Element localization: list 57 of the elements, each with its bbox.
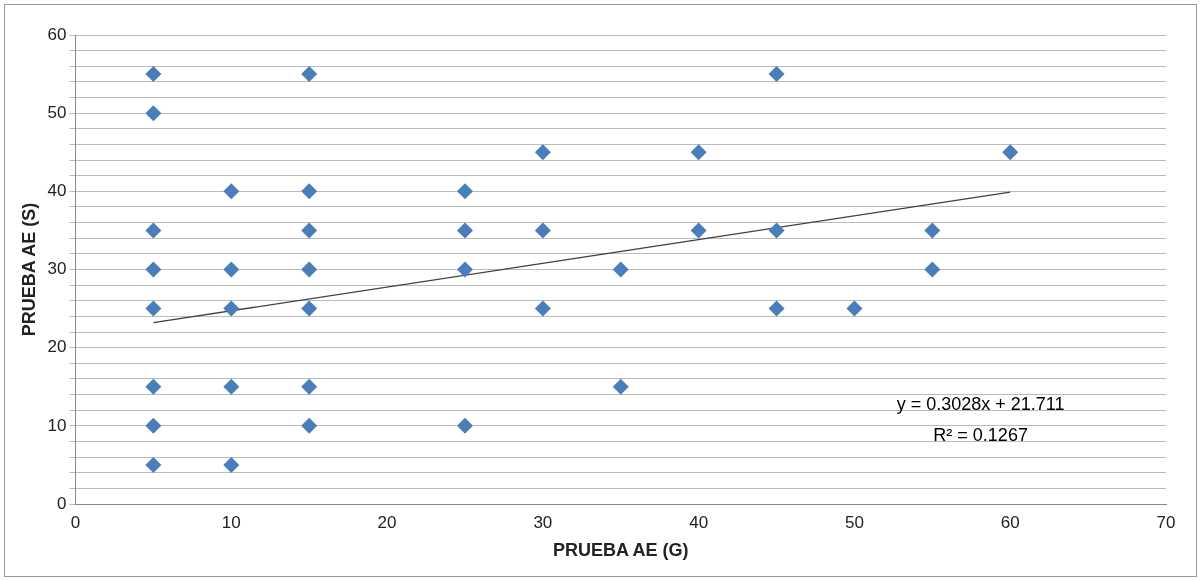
point [612, 378, 629, 395]
y-axis-title: PRUEBA AE (S) [18, 202, 39, 337]
point [301, 300, 318, 317]
point [456, 183, 473, 200]
point [456, 222, 473, 239]
x-tick-label: 50 [844, 512, 864, 532]
point [768, 66, 785, 83]
point [534, 144, 551, 161]
point [145, 378, 162, 395]
x-tick-label: 40 [689, 512, 709, 532]
point [690, 144, 707, 161]
point [145, 261, 162, 278]
point [145, 300, 162, 317]
point [301, 183, 318, 200]
point [768, 222, 785, 239]
point [456, 417, 473, 434]
point [145, 66, 162, 83]
point [301, 66, 318, 83]
y-tick-label: 10 [47, 415, 67, 435]
point [301, 222, 318, 239]
x-tick-label: 30 [533, 512, 553, 532]
point [223, 456, 240, 473]
y-tick-label: 50 [47, 102, 67, 122]
point [301, 378, 318, 395]
point [768, 300, 785, 317]
point [301, 417, 318, 434]
point [846, 300, 863, 317]
y-tick-label: 0 [57, 493, 67, 513]
point [145, 456, 162, 473]
point [924, 222, 941, 239]
point [223, 183, 240, 200]
point [223, 378, 240, 395]
point [223, 300, 240, 317]
y-tick-label: 60 [47, 24, 67, 44]
point [223, 261, 240, 278]
point [145, 417, 162, 434]
x-tick-label: 60 [1000, 512, 1020, 532]
x-axis-title: PRUEBA AE (G) [552, 540, 689, 561]
x-tick-label: 0 [70, 512, 81, 532]
point [301, 261, 318, 278]
y-tick-label: 40 [47, 181, 67, 201]
point [690, 222, 707, 239]
point [534, 222, 551, 239]
point [1002, 144, 1019, 161]
annotation: y = 0.3028x + 21.711 [896, 394, 1065, 415]
annotation: R² = 0.1267 [933, 425, 1028, 446]
point [145, 105, 162, 122]
y-tick-label: 30 [47, 259, 67, 279]
point [534, 300, 551, 317]
point [145, 222, 162, 239]
x-tick-label: 10 [221, 512, 241, 532]
y-tick-label: 20 [47, 337, 67, 357]
point [924, 261, 941, 278]
x-tick-label: 20 [377, 512, 397, 532]
point [456, 261, 473, 278]
x-tick-label: 70 [1156, 512, 1176, 532]
point [612, 261, 629, 278]
